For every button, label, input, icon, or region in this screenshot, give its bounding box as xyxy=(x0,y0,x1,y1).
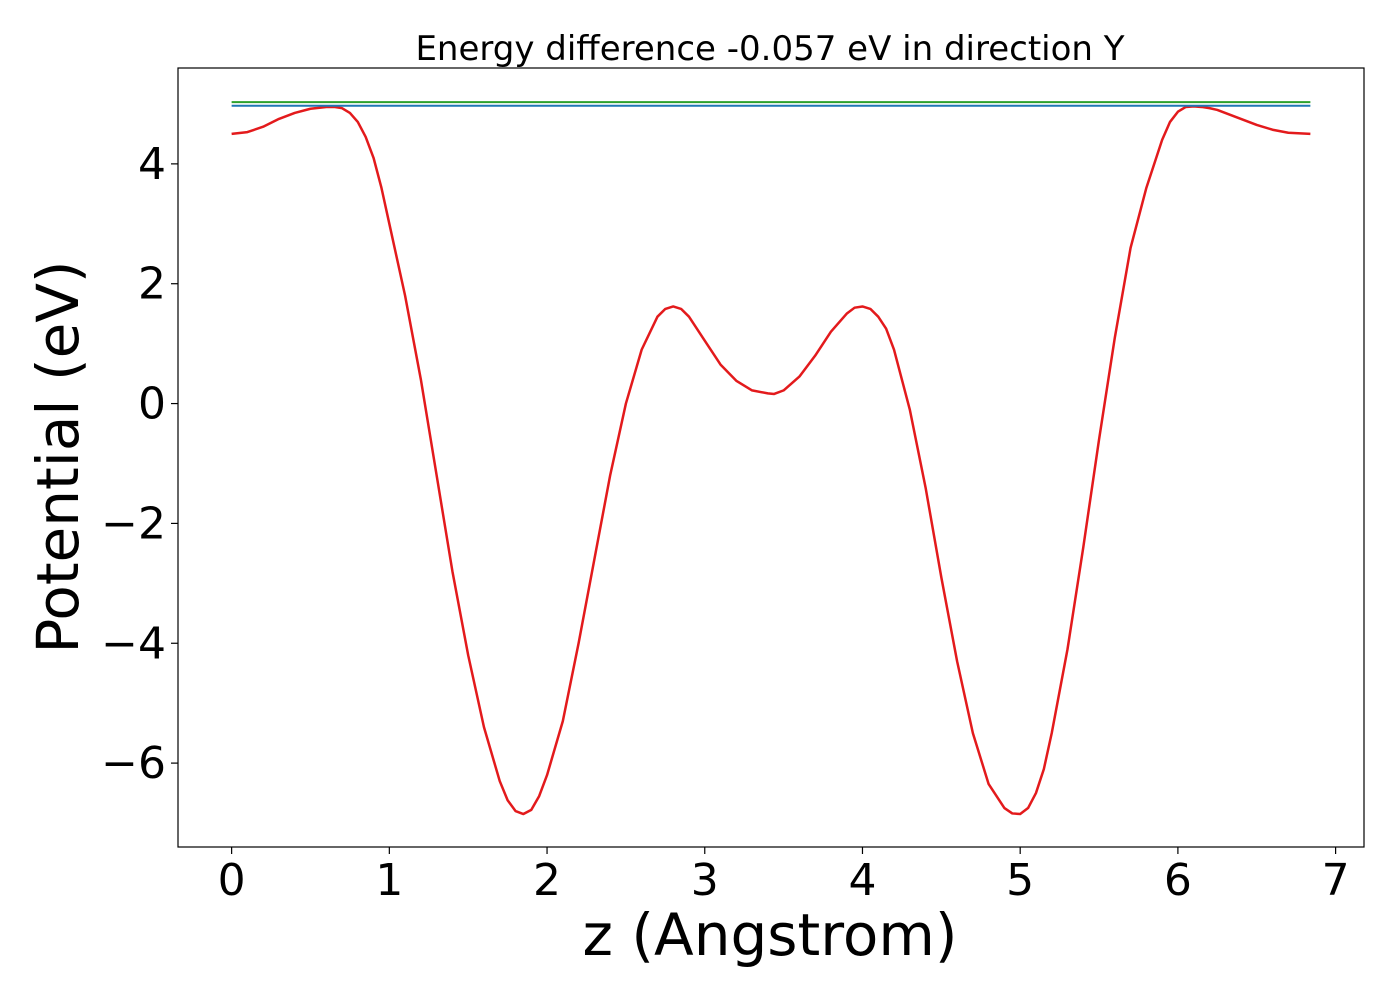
y-tick-label: −4 xyxy=(101,618,166,669)
y-tick-label: −2 xyxy=(101,498,166,549)
x-tick-label: 3 xyxy=(691,855,719,906)
y-tick-label: 2 xyxy=(138,259,166,310)
y-tick-label: 4 xyxy=(138,139,166,190)
x-axis: 0 1 2 3 4 5 6 7 xyxy=(218,847,1350,906)
x-tick-label: 1 xyxy=(375,855,403,906)
x-tick-label: 0 xyxy=(218,855,246,906)
plot-area xyxy=(231,101,1311,816)
x-tick-label: 4 xyxy=(848,855,876,906)
x-tick-label: 5 xyxy=(1006,855,1034,906)
chart-title: Energy difference -0.057 eV in direction… xyxy=(415,29,1124,69)
x-tick-label: 7 xyxy=(1322,855,1350,906)
plot-frame xyxy=(177,67,1365,848)
x-tick-label: 2 xyxy=(533,855,561,906)
y-tick-label: −6 xyxy=(101,738,166,789)
x-axis-title: z (Angstrom) xyxy=(583,901,958,969)
series-line-0 xyxy=(231,105,1311,816)
y-axis-title: Potential (eV) xyxy=(24,260,92,653)
y-axis: 4 2 0 −2 −4 −6 xyxy=(101,139,178,789)
y-tick-label: 0 xyxy=(138,379,166,430)
x-tick-label: 6 xyxy=(1164,855,1192,906)
